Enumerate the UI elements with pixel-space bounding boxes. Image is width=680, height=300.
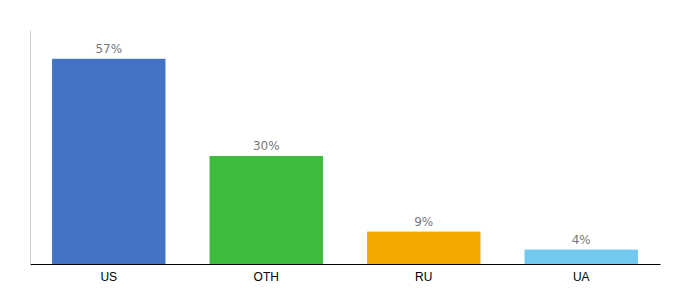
bar — [52, 59, 165, 264]
data-label: 30% — [253, 139, 280, 153]
bars — [52, 59, 638, 264]
x-axis-line — [31, 264, 661, 265]
x-tick-label: OTH — [254, 270, 279, 284]
data-labels: 57% 30% 9% 4% — [95, 42, 590, 247]
x-tick-label: UA — [573, 270, 590, 284]
chart-container: 57% 30% 9% 4% US OTH RU UA — [0, 0, 680, 300]
x-tick-label: RU — [415, 270, 432, 284]
bar — [525, 250, 638, 264]
x-tick: UA — [573, 270, 590, 284]
chart-svg: 57% 30% 9% 4% US OTH RU UA — [0, 0, 680, 300]
x-tick-label: US — [100, 270, 117, 284]
y-axis — [30, 31, 31, 265]
data-label: 9% — [414, 215, 433, 229]
x-tick: US — [100, 270, 117, 284]
y-axis-line — [30, 31, 31, 265]
bar — [367, 232, 480, 264]
plot-area: 57% 30% 9% 4% US OTH RU UA — [31, 31, 661, 284]
bar — [210, 156, 323, 264]
x-tick: OTH — [254, 270, 279, 284]
x-tick: RU — [415, 270, 432, 284]
data-label: 57% — [95, 42, 122, 56]
data-label: 4% — [572, 233, 591, 247]
x-axis: US OTH RU UA — [31, 265, 661, 284]
